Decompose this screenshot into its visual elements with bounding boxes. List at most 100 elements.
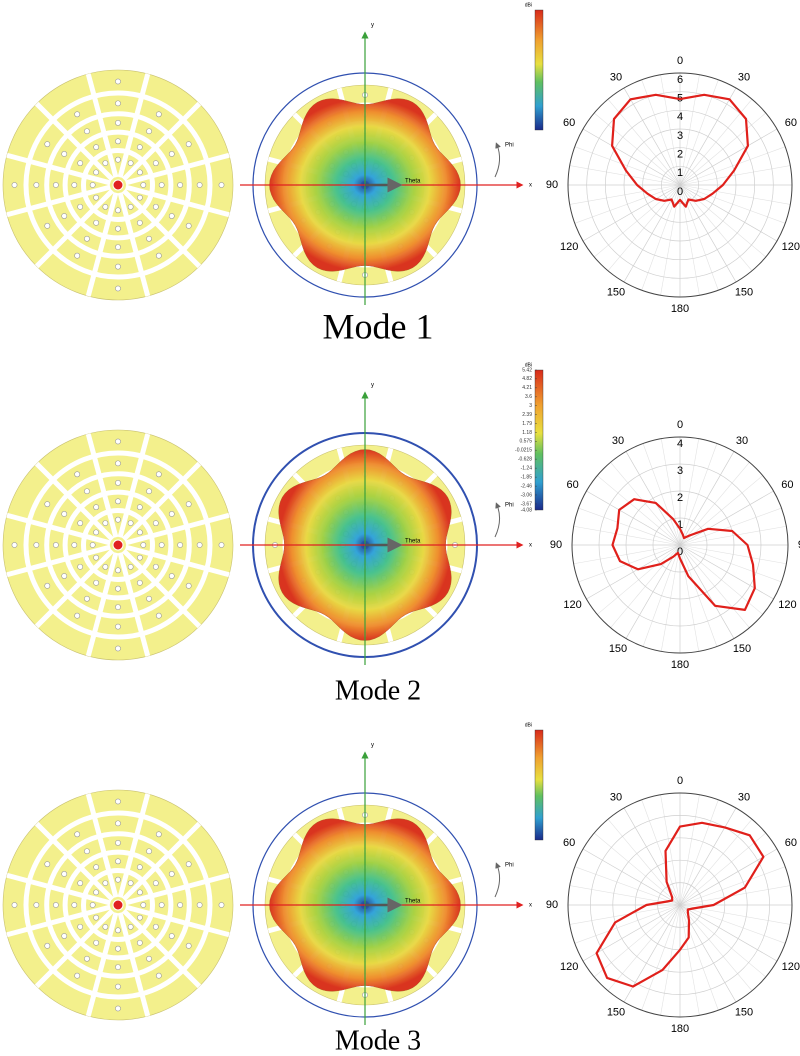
colorbar-tick-label: -1.85: [521, 474, 533, 480]
feed: [112, 539, 124, 551]
via: [102, 520, 109, 526]
slot-ring: [44, 111, 192, 259]
via: [136, 219, 143, 226]
via: [115, 983, 121, 990]
angle-tick-label: 150: [735, 1006, 753, 1018]
via: [168, 511, 175, 517]
via: [115, 516, 121, 523]
slot-ring: [23, 90, 213, 280]
via: [185, 501, 192, 508]
angle-tick-label: 60: [785, 837, 797, 849]
via: [115, 285, 121, 292]
angle-tick-label: 150: [609, 643, 627, 655]
via: [127, 880, 134, 886]
mode-caption: Mode 3: [335, 1025, 421, 1056]
minor-spoke: [574, 866, 681, 906]
angle-tick-label: 120: [560, 241, 578, 253]
slot-ring: [44, 831, 192, 979]
via: [127, 520, 134, 526]
via: [61, 511, 68, 517]
via: [155, 831, 162, 838]
via: [136, 939, 143, 946]
slot-spoke: [117, 433, 151, 538]
via: [61, 573, 68, 579]
via: [53, 182, 59, 188]
radial-grid: [598, 463, 762, 627]
angle-tick-label: 30: [612, 435, 624, 447]
via: [140, 542, 147, 548]
via: [115, 100, 121, 107]
via: [136, 864, 143, 871]
slot-spoke: [6, 152, 111, 186]
via: [115, 798, 121, 805]
via: [115, 479, 121, 486]
minor-spoke: [679, 819, 753, 906]
via: [93, 554, 99, 561]
angle-grid: [582, 904, 681, 962]
via: [177, 182, 183, 188]
slot-ring: [62, 849, 174, 961]
via: [196, 902, 203, 908]
mode-caption: Mode 2: [335, 675, 421, 706]
slot-spoke: [125, 152, 230, 186]
colorbar-unit: dBi: [525, 722, 532, 728]
via: [11, 902, 18, 908]
via: [136, 579, 143, 586]
via: [44, 141, 51, 148]
slot-spoke: [6, 904, 111, 938]
radial-grid: [642, 147, 718, 223]
via: [33, 902, 40, 908]
colorbar-tick-label: -4.08: [521, 507, 533, 513]
angle-tick-label: 0: [677, 55, 683, 67]
minor-spoke: [679, 904, 786, 944]
angle-tick-label: 30: [610, 792, 622, 804]
via: [77, 203, 84, 210]
slot-spoke: [125, 184, 230, 218]
via: [74, 831, 81, 838]
via: [185, 141, 192, 148]
angle-tick-label: 150: [607, 286, 625, 298]
slot-spoke: [121, 908, 202, 989]
via: [155, 972, 162, 979]
via: [84, 955, 90, 962]
via: [185, 222, 192, 229]
colorbar-tick-label: -3.67: [521, 501, 533, 507]
via: [84, 128, 90, 135]
via: [185, 861, 192, 868]
via: [115, 78, 121, 85]
via: [74, 972, 81, 979]
via: [140, 902, 147, 908]
via: [115, 207, 121, 214]
slot-spoke: [121, 188, 202, 269]
colorbar-tick-label: 1.18: [522, 430, 532, 436]
r-tick-label: 3: [677, 465, 683, 477]
via: [71, 542, 78, 548]
slot-spoke: [117, 912, 151, 1017]
angle-tick-label: 60: [563, 837, 575, 849]
via: [115, 927, 121, 934]
via: [146, 235, 152, 242]
via: [155, 612, 162, 619]
angle-tick-label: 30: [736, 435, 748, 447]
angle-tick-label: 90: [546, 179, 558, 191]
colorbar-tick-label: 3.6: [525, 394, 532, 400]
radial-grid: [571, 436, 789, 654]
y-axis-label: y: [371, 383, 374, 389]
mode-caption: Mode 1: [323, 306, 434, 346]
slot-spoke: [34, 821, 115, 902]
slot-spoke: [6, 872, 111, 906]
via: [102, 204, 109, 210]
r-tick-label: 0: [677, 186, 683, 198]
slot-spoke: [121, 101, 202, 182]
via: [115, 438, 121, 445]
angle-tick-label: 60: [781, 479, 793, 491]
via: [71, 902, 78, 908]
via: [137, 529, 143, 536]
via: [33, 182, 40, 188]
via: [84, 848, 90, 855]
via: [137, 554, 143, 561]
colorbar-tick-label: 4.21: [522, 385, 532, 391]
radial-grid: [612, 837, 748, 973]
via: [44, 861, 51, 868]
pattern-trace: [595, 821, 765, 988]
